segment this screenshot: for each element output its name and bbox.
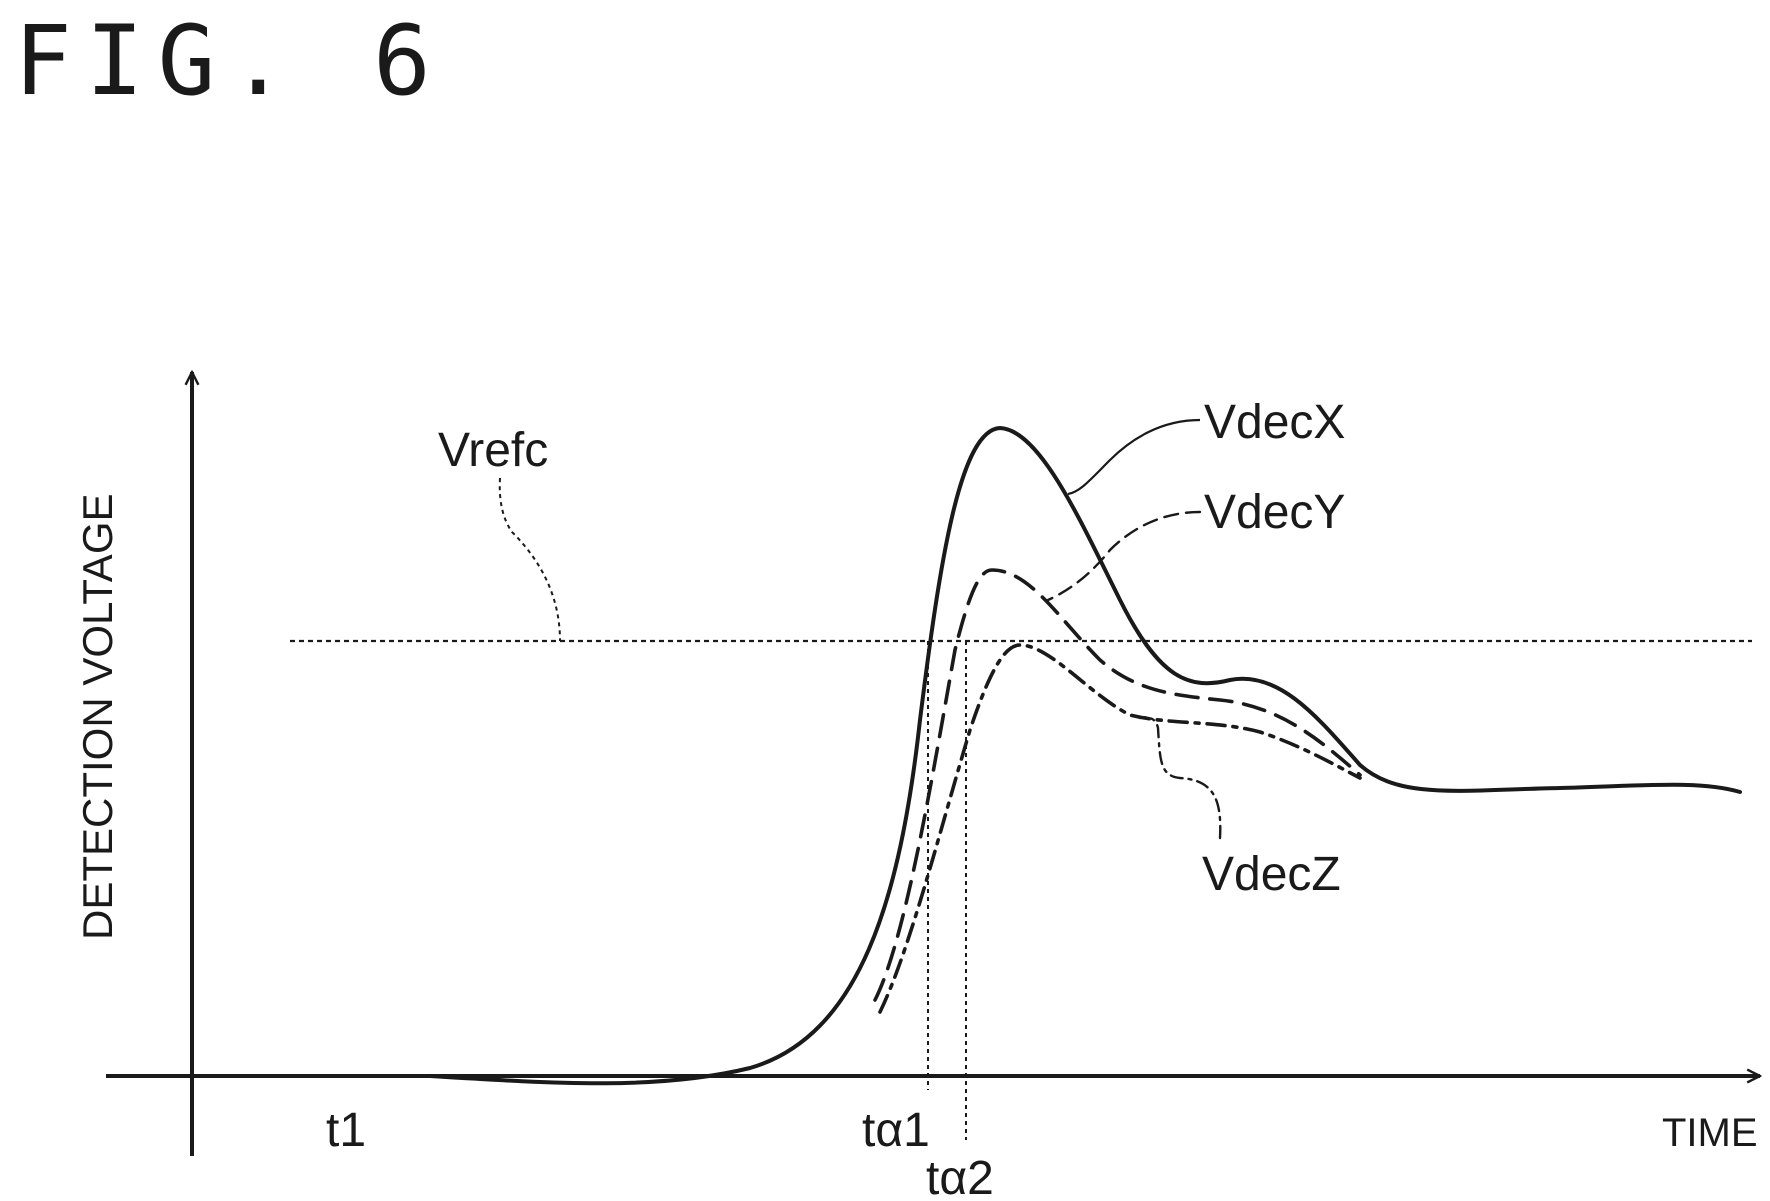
vrefc-leader xyxy=(498,477,561,642)
curve-vdecz xyxy=(878,643,1362,1014)
ta2-label: tα2 xyxy=(926,1152,994,1201)
vrefc-label: Vrefc xyxy=(438,424,548,477)
curve-vdecx xyxy=(190,426,1742,1086)
vdecx-label: VdecX xyxy=(1204,396,1345,449)
y-axis-label: DETECTION VOLTAGE xyxy=(74,494,121,941)
t1-label: t1 xyxy=(326,1104,366,1157)
vdecy-label: VdecY xyxy=(1204,486,1345,539)
ta1-label: tα1 xyxy=(862,1104,930,1157)
curve-vdecy xyxy=(873,568,1362,1002)
vdecz-leader xyxy=(1138,716,1222,840)
vdecy-leader xyxy=(1046,510,1202,602)
x-axis-label: TIME xyxy=(1662,1111,1758,1155)
vdecz-label: VdecZ xyxy=(1202,848,1341,901)
figure-title: FIG. 6 xyxy=(14,5,445,117)
vdecx-leader xyxy=(1067,418,1201,496)
